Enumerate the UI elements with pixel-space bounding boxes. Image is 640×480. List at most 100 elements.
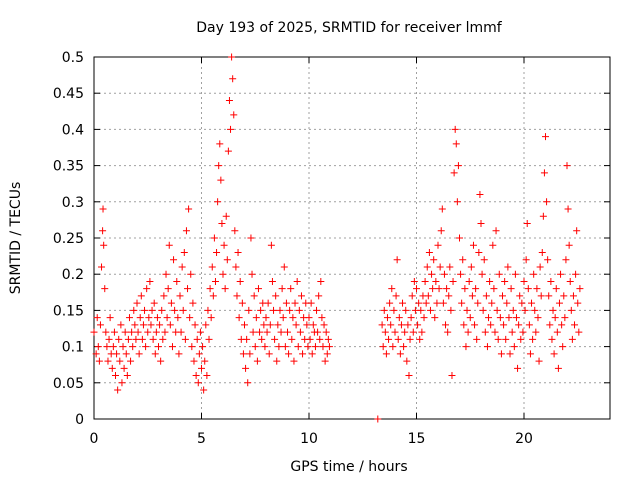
data-point [135, 350, 143, 358]
data-point [127, 357, 135, 365]
data-point [290, 357, 298, 365]
y-tick-label: 0 [75, 412, 84, 428]
data-point [120, 364, 128, 372]
data-point [522, 256, 530, 264]
data-point [294, 343, 302, 351]
data-point [133, 299, 141, 307]
data-point [501, 277, 509, 285]
data-point [134, 328, 142, 336]
data-point [561, 314, 569, 322]
data-point [115, 335, 123, 343]
data-point [220, 241, 228, 249]
data-point [565, 241, 573, 249]
data-point [175, 350, 183, 358]
data-point [417, 306, 425, 314]
data-point [251, 343, 259, 351]
data-point [122, 350, 130, 358]
data-point [191, 321, 199, 329]
data-point [323, 350, 331, 358]
data-point [209, 292, 217, 300]
data-point [413, 285, 420, 293]
data-point [196, 328, 204, 336]
data-point [512, 314, 520, 322]
data-point [468, 292, 476, 300]
data-point [281, 343, 289, 351]
data-point [145, 314, 153, 322]
data-point [488, 299, 496, 307]
data-point [189, 299, 197, 307]
data-point [297, 292, 305, 300]
data-point [385, 335, 393, 343]
x-tick-label: 10 [300, 431, 318, 447]
data-point [447, 306, 455, 314]
grid-layer [94, 57, 610, 419]
y-tick-label: 0.25 [53, 231, 84, 247]
data-point [404, 321, 412, 329]
data-point [285, 350, 293, 358]
data-point [291, 299, 299, 307]
data-point [482, 292, 490, 300]
data-point [443, 285, 451, 293]
data-point [440, 270, 448, 278]
data-point [213, 248, 221, 256]
data-point [491, 328, 499, 336]
data-point [306, 335, 314, 343]
data-point [520, 277, 528, 285]
data-point [415, 299, 423, 307]
y-tick-label: 0.1 [62, 340, 84, 356]
data-point [188, 343, 196, 351]
plot-frame [93, 56, 611, 420]
data-point [229, 75, 237, 83]
data-point [158, 306, 166, 314]
data-point [270, 306, 278, 314]
data-point [425, 248, 433, 256]
data-point [201, 357, 209, 365]
data-point [442, 321, 450, 329]
data-point [252, 314, 260, 322]
data-point [490, 285, 498, 293]
data-point [383, 314, 391, 322]
data-point [408, 292, 416, 300]
data-point [525, 321, 533, 329]
x-tick-label: 20 [515, 431, 533, 447]
data-point [130, 306, 138, 314]
data-point [496, 314, 504, 322]
data-point [500, 321, 508, 329]
data-point [546, 321, 554, 329]
data-point [190, 357, 198, 365]
data-point [228, 53, 236, 61]
data-point [253, 357, 261, 365]
x-axis-label: GPS time / hours [290, 459, 407, 475]
data-point [265, 350, 273, 358]
data-point [530, 270, 538, 278]
data-point [232, 263, 240, 271]
data-point [182, 227, 190, 235]
data-point [187, 270, 195, 278]
data-point [94, 343, 102, 351]
data-point [292, 321, 300, 329]
data-point [531, 306, 539, 314]
data-point [397, 321, 405, 329]
data-point [268, 277, 276, 285]
chart-title: Day 193 of 2025, SRMTID for receiver lmm… [196, 20, 503, 36]
data-point [303, 321, 311, 329]
data-point [387, 321, 395, 329]
data-point [388, 285, 396, 293]
data-point [505, 314, 513, 322]
data-point [304, 343, 312, 351]
data-point [194, 379, 202, 387]
data-point [289, 314, 297, 322]
data-point [234, 248, 242, 256]
data-point [185, 205, 193, 213]
data-point [545, 292, 553, 300]
data-point [219, 270, 227, 278]
data-point [576, 285, 584, 293]
data-point [428, 270, 436, 278]
data-point [264, 299, 272, 307]
data-point [400, 343, 408, 351]
data-point [177, 328, 185, 336]
data-point [317, 277, 325, 285]
data-point [238, 299, 246, 307]
data-point [494, 335, 502, 343]
